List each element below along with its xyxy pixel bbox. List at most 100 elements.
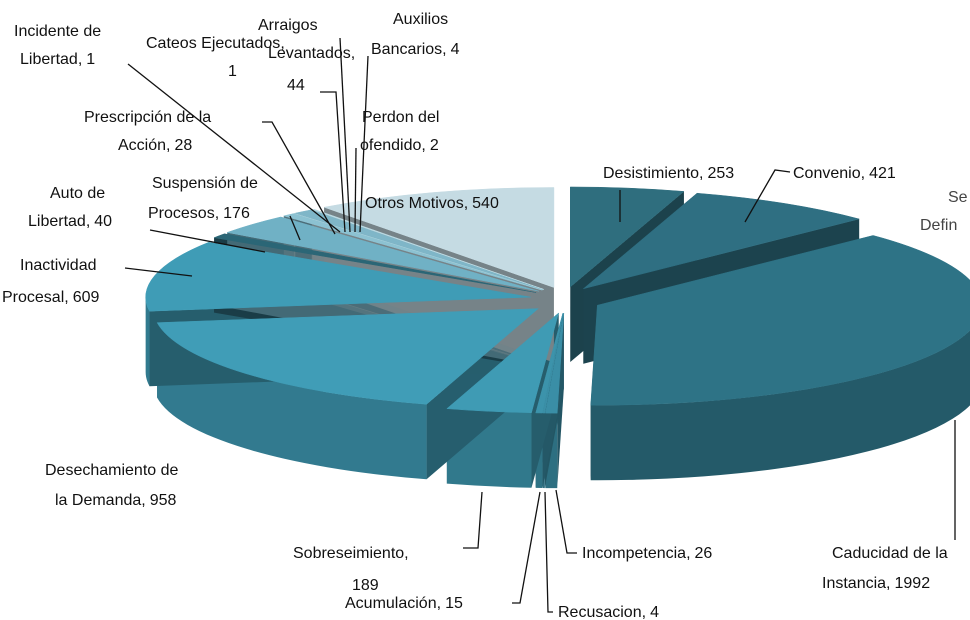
value-label: 26 [695,545,713,562]
slice-label: Desistimiento [603,165,699,182]
slice [535,313,564,414]
slice-label: Prescripción de la Acción [84,109,211,154]
slice [545,313,565,414]
slice-label: Auto de Libertad [28,185,105,230]
slice-label-line: Acción [118,137,166,154]
slice-label-line: Prescripción de la [84,109,211,126]
legend-fragment: Defin [920,217,957,234]
slice [590,235,970,406]
slice [226,216,539,292]
label-separator: , [141,492,145,509]
slice-side [145,297,150,387]
slice-label: Incidente de Libertad [14,23,101,68]
slice-label: Inactividad Procesal [2,257,97,306]
slice [446,312,560,413]
slice-label-line: ofendido [360,137,421,154]
slice-label-line: Desistimiento [603,165,699,182]
slice-label-line: Caducidad de la [832,545,948,562]
leader-line [744,169,791,223]
leader-line [512,491,541,604]
value-label: 44 [287,77,305,94]
slice-label: Recusacion [558,604,642,620]
label-separator: , [861,165,865,182]
value-label: 1 [228,63,237,80]
label-separator: , [464,195,468,212]
label-separator: , [64,289,68,306]
value-label: 176 [223,205,250,222]
slice [294,209,544,290]
label-separator: , [421,137,425,154]
value-label: 958 [150,492,177,509]
value-label: 421 [869,165,896,182]
slice-label-line: Libertad [20,51,78,68]
slice-label-line: Incompetencia [582,545,686,562]
slice-label-line: Procesal [2,289,64,306]
label-separator: , [437,595,441,612]
slice-label-line: Otros Motivos [365,195,464,212]
label-separator: , [351,45,355,62]
leader-line [127,63,341,233]
slice-label-line: Cateos Ejecutados [146,35,280,52]
slice-label-line: Suspensión de [152,175,258,192]
slice [583,192,861,289]
label-separator: , [280,35,284,52]
slice-label: Otros Motivos [365,195,464,212]
slice [323,187,555,288]
label-separator: , [442,41,446,58]
leader-line [320,91,346,233]
slice-label-line: Recusacion [558,604,642,620]
slice-label: Sobreseimiento [293,545,404,562]
slice [570,186,685,288]
label-separator: , [86,213,90,230]
value-label: 40 [94,213,112,230]
slice-label-line: Perdon del [362,109,439,126]
slice-label-line: Libertad [28,213,86,230]
label-separator: , [166,137,170,154]
leader-line [262,121,336,235]
leader-line [354,147,357,233]
slice-label-line: Auxilios [393,11,448,28]
leader-line [544,491,553,613]
slice-label-line: Acumulación [345,595,437,612]
slice-label-line: Instancia [822,575,886,592]
leader-line [463,491,483,549]
slice [293,213,543,291]
value-label: 1 [86,51,95,68]
slice-label-line: Inactividad [20,257,97,274]
value-label: 189 [352,577,379,594]
value-label: 4 [451,41,460,58]
slice-label-line: Incidente de [14,23,101,40]
slice-label-line: Convenio [793,165,861,182]
slice-label: Auxilios Bancarios [371,11,448,58]
slice-label: Suspensión de Procesos [148,175,258,222]
slice [156,308,539,405]
slice-label-line: Levantados [268,45,351,62]
slice-label: Arraigos Levantados [258,17,351,62]
slice-label-line: la Demanda [55,492,141,509]
slice [145,242,531,312]
slice [282,213,542,291]
value-label: 15 [445,595,463,612]
label-separator: , [404,545,408,562]
value-label: 609 [73,289,100,306]
slice [213,233,537,293]
legend-fragment: Se [948,189,968,206]
slice-label: Incompetencia [582,545,686,562]
label-separator: , [686,545,690,562]
leader-line [339,37,351,233]
slice-label-line: Sobreseimiento [293,545,404,562]
slice-side [157,322,427,480]
leader-line [124,267,193,277]
slice-label-line: Arraigos [258,17,318,34]
value-label: 253 [707,165,734,182]
label-separator: , [699,165,703,182]
slice-label: Cateos Ejecutados [146,35,280,52]
slice-label-line: Bancarios [371,41,442,58]
label-separator: , [215,205,219,222]
value-label: 540 [472,195,499,212]
value-label: 1992 [895,575,931,592]
slice-label: Acumulación [345,595,437,612]
slice-label: Convenio [793,165,861,182]
value-label: 4 [650,604,659,620]
